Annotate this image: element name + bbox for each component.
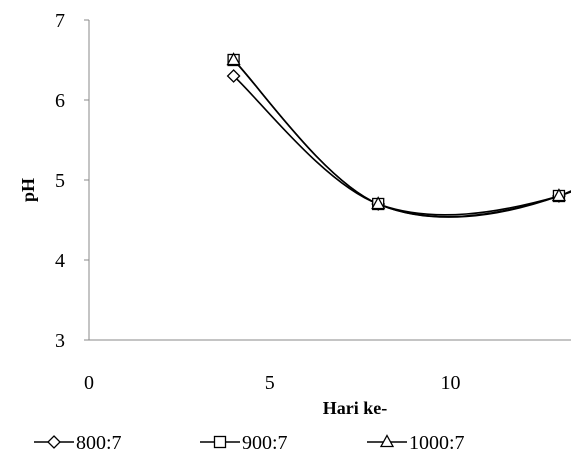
x-tick-label: 5 [265, 372, 275, 394]
legend-label: 900:7 [242, 432, 288, 454]
legend-marker-900-7 [213, 435, 227, 449]
legend-label: 1000:7 [409, 432, 465, 454]
legend: 800:7 900:7 1000:7 [34, 432, 465, 454]
plot-area [226, 52, 571, 218]
y-tick-label: 5 [55, 170, 65, 192]
x-tick-label: 10 [441, 372, 461, 394]
y-tick-label: 3 [55, 330, 65, 352]
axes [84, 19, 571, 341]
data-point-1000-7 [226, 52, 241, 66]
x-tick-labels: 0510152025 [84, 372, 461, 394]
series-line-800-7 [233, 75, 571, 216]
y-tick-label: 6 [55, 90, 65, 112]
legend-marker-1000-7 [379, 434, 395, 448]
y-tick-label: 7 [55, 10, 65, 32]
series-line-900-7 [233, 59, 571, 218]
y-tick-labels: 3 4 5 6 7 [55, 10, 65, 352]
legend-label: 800:7 [76, 432, 122, 454]
x-tick-label: 0 [84, 372, 94, 394]
x-axis-title: Hari ke- [323, 398, 388, 418]
y-axis-title: pH [18, 178, 38, 202]
legend-marker-800-7 [47, 435, 61, 449]
series-line-1000-7 [233, 59, 571, 218]
data-point-1000-7 [551, 188, 567, 202]
y-tick-label: 4 [55, 250, 65, 272]
data-point-1000-7 [371, 196, 386, 210]
data-point-800-7 [226, 69, 241, 83]
